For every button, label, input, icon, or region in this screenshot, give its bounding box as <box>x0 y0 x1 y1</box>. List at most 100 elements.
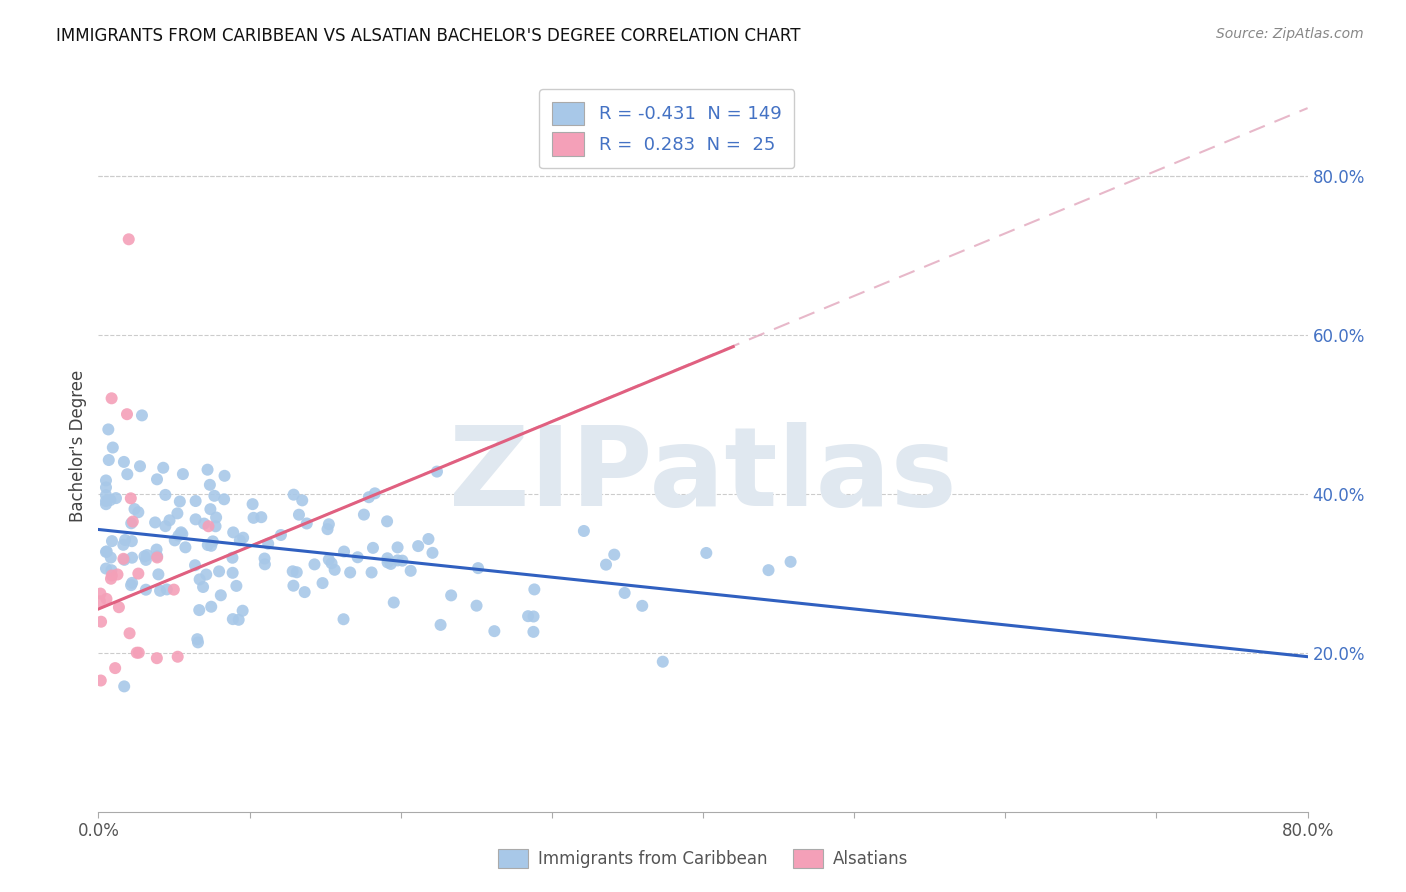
Point <box>100 568 122 582</box>
Point <box>100 563 122 577</box>
Point <box>387 541 409 555</box>
Point <box>184 494 207 508</box>
Point <box>377 551 399 566</box>
Point <box>399 564 422 578</box>
Point <box>118 626 141 640</box>
Point <box>166 649 188 664</box>
Y-axis label: Bachelor's Degree: Bachelor's Degree <box>69 370 87 522</box>
Point <box>595 558 617 572</box>
Point <box>146 550 169 565</box>
Point <box>127 566 149 581</box>
Point <box>232 531 254 545</box>
Point <box>104 661 127 675</box>
Point <box>121 515 143 529</box>
Point <box>375 514 398 528</box>
Point <box>346 550 368 565</box>
Point <box>94 545 117 559</box>
Point <box>167 528 190 542</box>
Point <box>121 534 143 549</box>
Point <box>89 594 111 608</box>
Point <box>94 488 117 502</box>
Point <box>94 561 117 575</box>
Point <box>522 624 544 639</box>
Point <box>522 609 544 624</box>
Point <box>90 615 112 629</box>
Point <box>484 624 506 639</box>
Point <box>288 508 311 522</box>
Point <box>651 655 673 669</box>
Point <box>120 516 142 531</box>
Point <box>163 533 186 548</box>
Point <box>382 595 405 609</box>
Point <box>281 564 304 578</box>
Point <box>225 579 247 593</box>
Point <box>418 532 440 546</box>
Point <box>145 542 167 557</box>
Point <box>205 510 228 524</box>
Point <box>222 612 245 626</box>
Point <box>143 516 166 530</box>
Point <box>440 588 463 602</box>
Point <box>333 544 356 558</box>
Point <box>242 497 264 511</box>
Point <box>200 502 222 516</box>
Point <box>112 553 135 567</box>
Point <box>163 582 186 597</box>
Point <box>294 585 316 599</box>
Point <box>146 549 169 563</box>
Point <box>465 599 488 613</box>
Point <box>391 554 413 568</box>
Point <box>283 488 305 502</box>
Point <box>155 488 177 502</box>
Point <box>523 582 546 597</box>
Point <box>228 613 250 627</box>
Point <box>332 612 354 626</box>
Point <box>285 566 308 580</box>
Point <box>572 524 595 538</box>
Point <box>121 575 143 590</box>
Point <box>695 546 717 560</box>
Point <box>188 603 211 617</box>
Point <box>295 516 318 531</box>
Point <box>172 527 194 541</box>
Point <box>100 550 122 565</box>
Point <box>321 556 343 570</box>
Point <box>96 544 118 558</box>
Point <box>149 583 172 598</box>
Point <box>232 604 254 618</box>
Point <box>467 561 489 575</box>
Point <box>172 467 194 481</box>
Point <box>124 502 146 516</box>
Point <box>426 465 449 479</box>
Point <box>323 563 346 577</box>
Point <box>152 460 174 475</box>
Point <box>127 505 149 519</box>
Point <box>221 550 243 565</box>
Point <box>758 563 780 577</box>
Point <box>136 548 159 562</box>
Point <box>100 392 122 406</box>
Point <box>101 534 124 549</box>
Point <box>316 522 339 536</box>
Point <box>304 558 326 572</box>
Point <box>112 551 135 566</box>
Point <box>187 635 209 649</box>
Point <box>422 546 444 560</box>
Point <box>184 558 207 573</box>
Point <box>318 552 340 566</box>
Point <box>429 618 451 632</box>
Point <box>135 553 157 567</box>
Point <box>353 508 375 522</box>
Point <box>125 646 148 660</box>
Point <box>89 586 111 600</box>
Point <box>270 528 292 542</box>
Point <box>208 565 231 579</box>
Point <box>134 549 156 564</box>
Point <box>360 566 382 580</box>
Point <box>197 538 219 552</box>
Point <box>380 557 402 571</box>
Point <box>107 567 129 582</box>
Point <box>108 600 131 615</box>
Point <box>250 510 273 524</box>
Point <box>114 533 136 547</box>
